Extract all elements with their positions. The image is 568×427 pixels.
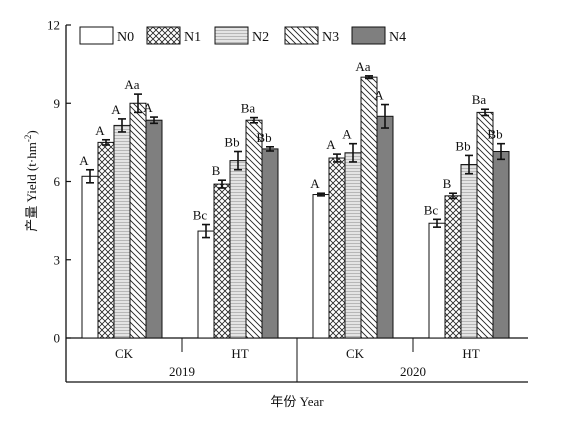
bar-n3 — [360, 76, 378, 339]
y-tick-label: 0 — [54, 331, 61, 346]
legend-label: N0 — [117, 30, 134, 45]
legend-swatch-n4 — [351, 26, 386, 45]
legend-swatch-n1 — [146, 26, 181, 45]
bar-n1 — [97, 141, 115, 339]
y-tick-label: 6 — [54, 174, 61, 189]
bar-n2 — [344, 152, 362, 339]
legend-label: N1 — [184, 30, 201, 45]
bar-n4 — [376, 115, 394, 339]
bar-n4 — [145, 119, 163, 339]
significance-label: Ba — [472, 92, 487, 107]
bar-n1 — [444, 195, 462, 339]
significance-label: A — [95, 123, 105, 138]
legend-label: N3 — [322, 30, 339, 45]
y-tick-label: 9 — [54, 96, 61, 111]
significance-label: Bb — [455, 138, 470, 153]
bar-n0 — [428, 222, 446, 339]
significance-label: A — [310, 176, 320, 191]
bar-n4 — [492, 151, 510, 339]
significance-label: Bb — [487, 127, 502, 142]
bar-n0 — [197, 230, 215, 339]
significance-label: Ba — [241, 101, 256, 116]
significance-label: Aa — [124, 77, 139, 92]
significance-label: Aa — [355, 59, 370, 74]
bar-n2 — [460, 164, 478, 339]
y-tick-label: 12 — [47, 18, 60, 33]
significance-label: A — [374, 88, 384, 103]
significance-label: B — [212, 163, 221, 178]
group-label: CK — [115, 346, 134, 361]
legend-label: N4 — [389, 30, 406, 45]
bar-n1 — [328, 157, 346, 339]
bar-n0 — [81, 175, 99, 339]
significance-label: A — [111, 102, 121, 117]
bar-n2 — [229, 160, 247, 339]
bar-n0 — [312, 194, 330, 339]
year-label: 2020 — [400, 364, 426, 379]
group-label-layer: CK HT CK HT 2019 2020 — [115, 346, 480, 379]
legend-label: N2 — [252, 30, 269, 45]
group-label: CK — [346, 346, 365, 361]
year-label: 2019 — [169, 364, 195, 379]
significance-label: A — [143, 100, 153, 115]
bar-n3 — [129, 102, 147, 339]
group-label: HT — [231, 346, 248, 361]
bar-n4 — [261, 148, 279, 339]
bar-n2 — [113, 124, 131, 339]
legend-swatch-n2 — [214, 26, 249, 45]
x-axis-label: 年份 Year — [270, 394, 324, 409]
significance-label: A — [79, 153, 89, 168]
bars-layer — [81, 75, 510, 339]
significance-label: A — [342, 127, 352, 142]
significance-label: Bb — [256, 130, 271, 145]
legend: N0 N1 N2 N3 N4 — [79, 26, 406, 45]
bar-n3 — [245, 119, 263, 339]
significance-label: Bc — [193, 208, 208, 223]
bar-label-layer: A Bc A Bc A B A B A Bb A Bb Aa Ba Aa Ba A Bb A Bb — [79, 59, 502, 223]
bar-n3 — [476, 111, 494, 339]
y-axis-label: 产量 Yield (t·hm-2) — [23, 130, 39, 231]
significance-label: Bc — [424, 202, 439, 217]
bar-n1 — [213, 183, 231, 339]
legend-swatch-n3 — [284, 26, 319, 45]
legend-swatch-n0 — [79, 26, 114, 45]
y-axis-ticks: 0 3 6 9 12 — [47, 18, 71, 346]
significance-label: B — [443, 176, 452, 191]
y-tick-label: 3 — [54, 252, 61, 267]
significance-label: A — [326, 137, 336, 152]
significance-label: Bb — [224, 135, 239, 150]
group-label: HT — [462, 346, 479, 361]
